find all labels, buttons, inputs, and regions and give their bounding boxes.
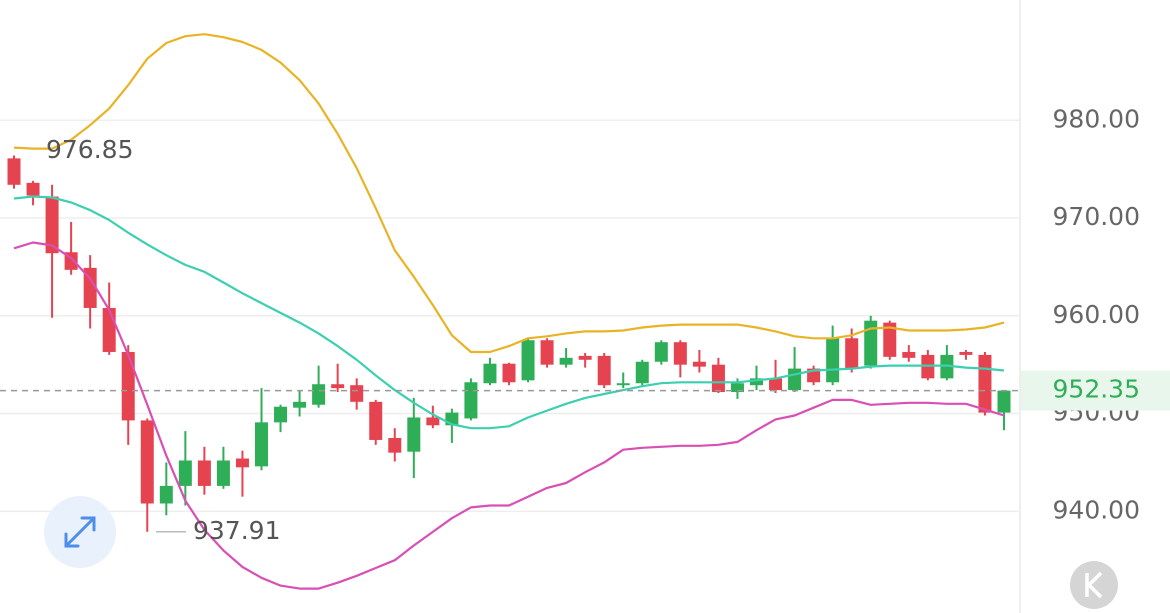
- candle-body: [788, 368, 802, 391]
- candle-body: [7, 158, 21, 185]
- candle-body: [26, 182, 40, 196]
- candle-body: [826, 338, 840, 383]
- candle-body: [83, 267, 97, 308]
- y-tick-label: 940.00: [1053, 495, 1140, 524]
- candle-body: [274, 406, 288, 423]
- k-button[interactable]: [1070, 561, 1118, 609]
- candle-body: [140, 420, 154, 504]
- candle-body: [864, 320, 878, 366]
- candle-body: [769, 378, 783, 391]
- band-line: [13, 241, 1005, 590]
- last-price-label: 952.35: [1053, 375, 1140, 404]
- candle-body: [673, 342, 687, 365]
- candle-body: [178, 460, 192, 486]
- candle-body: [635, 361, 649, 384]
- candle-body: [102, 307, 116, 352]
- candle-body: [388, 437, 402, 453]
- candle-body: [464, 382, 478, 419]
- candle-body: [293, 401, 307, 408]
- candle-body: [978, 354, 992, 413]
- candle-body: [369, 401, 383, 440]
- candle-body: [197, 460, 211, 486]
- candle-body: [997, 390, 1011, 413]
- band-line: [13, 195, 1005, 430]
- candle-body: [121, 351, 135, 421]
- low-label: 937.91: [193, 516, 280, 545]
- candle-body: [255, 422, 268, 467]
- candle-body: [521, 340, 535, 381]
- y-tick-label: 980.00: [1053, 104, 1140, 133]
- candle-body: [845, 338, 859, 369]
- expand-button[interactable]: [44, 496, 116, 568]
- y-tick-label: 960.00: [1053, 300, 1140, 329]
- candle-body: [312, 384, 326, 405]
- y-tick-label: 970.00: [1053, 202, 1140, 231]
- candle-body: [750, 378, 763, 386]
- candle-body: [502, 363, 516, 383]
- candle-body: [711, 364, 725, 393]
- candle-body: [235, 458, 249, 468]
- last-price-box: [1021, 370, 1170, 411]
- candle-body: [45, 196, 59, 254]
- plot: [7, 33, 1011, 590]
- candle-body: [692, 361, 706, 367]
- candle-body: [483, 363, 497, 384]
- candle-body: [597, 355, 611, 386]
- candle-body: [407, 417, 421, 452]
- high-label: 976.85: [46, 135, 133, 164]
- candle-body: [331, 384, 345, 389]
- candle-body: [616, 383, 630, 386]
- candle-body: [559, 357, 573, 365]
- candle-body: [426, 417, 440, 426]
- overlay: 952.35 976.85 937.91: [0, 135, 1170, 545]
- candle-body: [883, 322, 897, 357]
- candle-body: [540, 340, 554, 365]
- candle-body: [216, 460, 230, 486]
- candle-body: [730, 383, 744, 393]
- candle-body: [959, 351, 973, 355]
- candle-body: [350, 385, 364, 402]
- candle-body: [902, 351, 916, 358]
- candle-body: [159, 485, 173, 504]
- candle-body: [578, 355, 592, 360]
- band-line: [13, 33, 1005, 354]
- candle-body: [654, 342, 668, 362]
